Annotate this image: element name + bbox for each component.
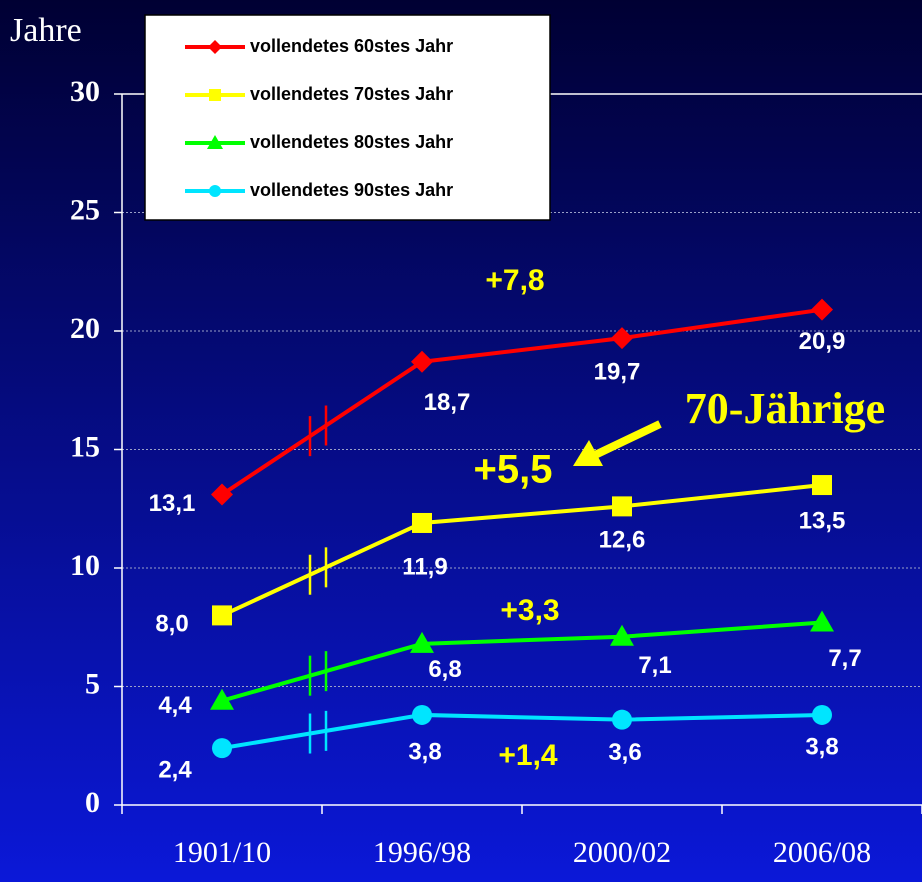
series-line — [221, 620, 823, 703]
marker — [812, 704, 832, 725]
data-label: 3,8 — [805, 733, 838, 760]
data-label: 8,0 — [155, 611, 188, 638]
legend-label: vollendetes 90stes Jahr — [250, 180, 453, 200]
marker — [810, 610, 834, 632]
data-label: 4,4 — [158, 692, 192, 719]
marker — [211, 483, 233, 506]
data-label: 2,4 — [158, 756, 192, 783]
y-tick-label: 0 — [85, 786, 100, 819]
legend-marker — [209, 89, 221, 101]
y-tick-label: 25 — [70, 193, 100, 226]
data-label: 13,5 — [799, 507, 846, 534]
annotation: +1,4 — [498, 739, 558, 772]
marker — [212, 738, 232, 759]
legend-marker — [209, 185, 221, 197]
legend-label: vollendetes 80stes Jahr — [250, 132, 453, 152]
marker — [210, 688, 234, 710]
legend-marker — [208, 40, 222, 54]
marker — [410, 631, 434, 653]
marker — [412, 512, 432, 533]
data-label: 3,6 — [608, 739, 641, 766]
annotation: +5,5 — [474, 448, 553, 492]
legend-label: vollendetes 70stes Jahr — [250, 84, 453, 104]
y-tick-label: 15 — [70, 430, 100, 463]
y-tick-label: 10 — [70, 549, 100, 582]
annotation: +7,8 — [485, 264, 544, 297]
data-label: 18,7 — [424, 389, 471, 416]
data-label: 7,7 — [828, 645, 861, 672]
legend-marker — [207, 135, 223, 149]
x-tick-label: 1996/98 — [373, 836, 471, 869]
marker — [611, 327, 633, 350]
marker — [610, 624, 634, 646]
marker — [812, 475, 832, 496]
data-label: 3,8 — [408, 738, 441, 765]
x-tick-label: 2000/02 — [573, 836, 671, 869]
annotation: +3,3 — [500, 594, 559, 627]
marker — [612, 709, 632, 730]
y-tick-label: 5 — [85, 667, 100, 700]
data-label: 12,6 — [599, 527, 646, 554]
marker — [811, 298, 833, 321]
y-axis-label: Jahre — [10, 12, 82, 49]
data-label: 13,1 — [149, 490, 196, 517]
data-label: 11,9 — [402, 553, 447, 580]
series-line — [220, 307, 823, 497]
legend-label: vollendetes 60stes Jahr — [250, 36, 453, 56]
marker — [411, 350, 433, 373]
arrow-shaft — [593, 420, 662, 459]
data-label: 20,9 — [799, 328, 846, 355]
series-line — [221, 483, 823, 618]
data-label: 19,7 — [594, 358, 641, 385]
marker — [212, 605, 232, 626]
marker — [412, 704, 432, 725]
annotation: 70-Jährige — [685, 384, 885, 433]
data-label: 7,1 — [638, 652, 671, 679]
series-line — [221, 712, 823, 751]
x-tick-label: 1901/10 — [173, 836, 271, 869]
data-label: 6,8 — [428, 656, 461, 683]
x-tick-label: 2006/08 — [773, 836, 871, 869]
arrow-head — [573, 440, 603, 466]
marker — [612, 496, 632, 517]
y-tick-label: 30 — [70, 75, 100, 108]
y-tick-label: 20 — [70, 312, 100, 345]
